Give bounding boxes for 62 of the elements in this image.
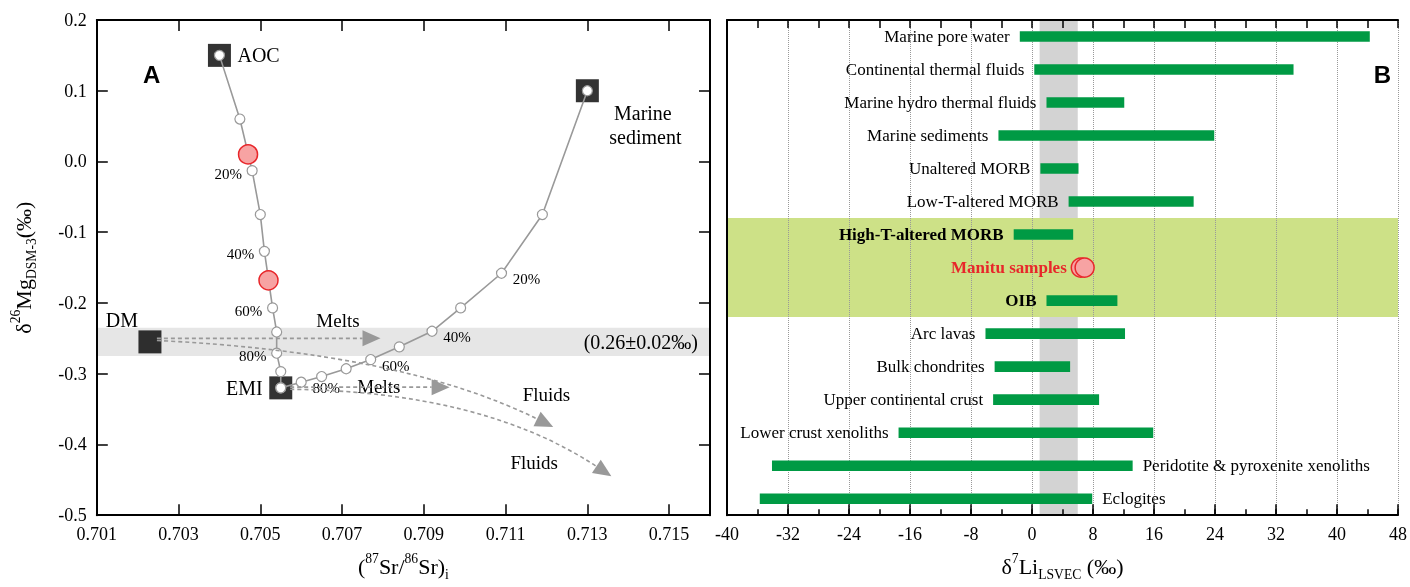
annotation: Melts — [357, 375, 401, 397]
annotation: 20% — [512, 271, 541, 288]
y-tick-label: -0.1 — [58, 222, 87, 243]
y-tick-label: Arc lavas — [910, 324, 976, 344]
x-tick-label: -40 — [715, 524, 739, 545]
y-axis-title: δ26MgDSM-3(‰) — [7, 201, 40, 334]
y-tick-label: Low-T-altered MORB — [906, 192, 1059, 212]
annotation: EMI — [226, 376, 263, 399]
x-tick-label: 0.701 — [76, 524, 118, 545]
annotation: AOC — [237, 44, 280, 67]
y-tick-label: -0.3 — [58, 363, 87, 384]
y-tick-label: Eclogites — [1102, 489, 1166, 509]
x-tick-label: -8 — [963, 524, 979, 545]
x-tick-label: 0.711 — [485, 524, 526, 545]
x-tick-label: -24 — [837, 524, 861, 545]
y-tick-label: OIB — [1005, 291, 1037, 311]
y-tick-label: Peridotite & pyroxenite xenoliths — [1142, 456, 1370, 476]
annotation: DM — [105, 308, 139, 331]
annotation: Marine sediment — [609, 101, 682, 148]
y-tick-label: Unaltered MORB — [909, 159, 1031, 179]
x-tick-label: 32 — [1267, 524, 1285, 545]
x-tick-label: 8 — [1088, 524, 1098, 545]
y-tick-label: Marine hydro thermal fluids — [844, 93, 1037, 113]
annotation: Fluids — [522, 383, 571, 405]
annotation: 20% — [214, 165, 242, 182]
text: A — [143, 60, 161, 88]
annotation: Fluids — [510, 452, 558, 474]
y-tick-label: 0.1 — [64, 80, 87, 101]
x-tick-label: 0.709 — [403, 524, 445, 545]
y-tick-label: -0.4 — [58, 434, 87, 455]
x-tick-label: -32 — [776, 524, 800, 545]
y-tick-label: Manitu samples — [951, 258, 1068, 278]
y-tick-label: 0.2 — [64, 10, 87, 30]
y-tick-label: -0.5 — [58, 505, 87, 526]
x-tick-label: 0.715 — [648, 524, 690, 545]
x-tick-label: -16 — [898, 524, 922, 545]
annotation: 60% — [234, 302, 263, 319]
x-tick-label: 24 — [1206, 524, 1224, 545]
annotation: 80% — [238, 348, 267, 365]
y-tick-label: 0.0 — [64, 151, 87, 172]
y-tick-label: Bulk chondrites — [876, 357, 985, 377]
annotation: Melts — [316, 310, 360, 332]
y-tick-label: -0.2 — [58, 292, 87, 313]
annotation: 60% — [381, 357, 410, 374]
y-tick-label: High-T-altered MORB — [838, 225, 1004, 245]
x-tick-label: 16 — [1145, 524, 1163, 545]
y-tick-label: Lower crust xenoliths — [740, 423, 889, 443]
x-tick-label: 0 — [1027, 524, 1037, 545]
y-tick-label: Marine pore water — [884, 27, 1011, 47]
annotation: 40% — [443, 329, 471, 346]
y-tick-label: Continental thermal fluids — [845, 60, 1025, 80]
band-label: (0.26±0.02‰) — [583, 330, 698, 354]
text: B — [1373, 60, 1392, 88]
y-tick-label: Marine sediments — [867, 126, 989, 146]
x-tick-label: 0.705 — [240, 524, 281, 545]
x-tick-label: 48 — [1389, 524, 1407, 545]
x-tick-label: 0.707 — [321, 524, 363, 545]
y-tick-label: Upper continental crust — [823, 390, 984, 410]
x-tick-label: 40 — [1328, 524, 1346, 545]
x-tick-label: 0.703 — [158, 524, 199, 545]
annotation: 40% — [226, 246, 255, 263]
x-tick-label: 0.713 — [567, 524, 608, 545]
